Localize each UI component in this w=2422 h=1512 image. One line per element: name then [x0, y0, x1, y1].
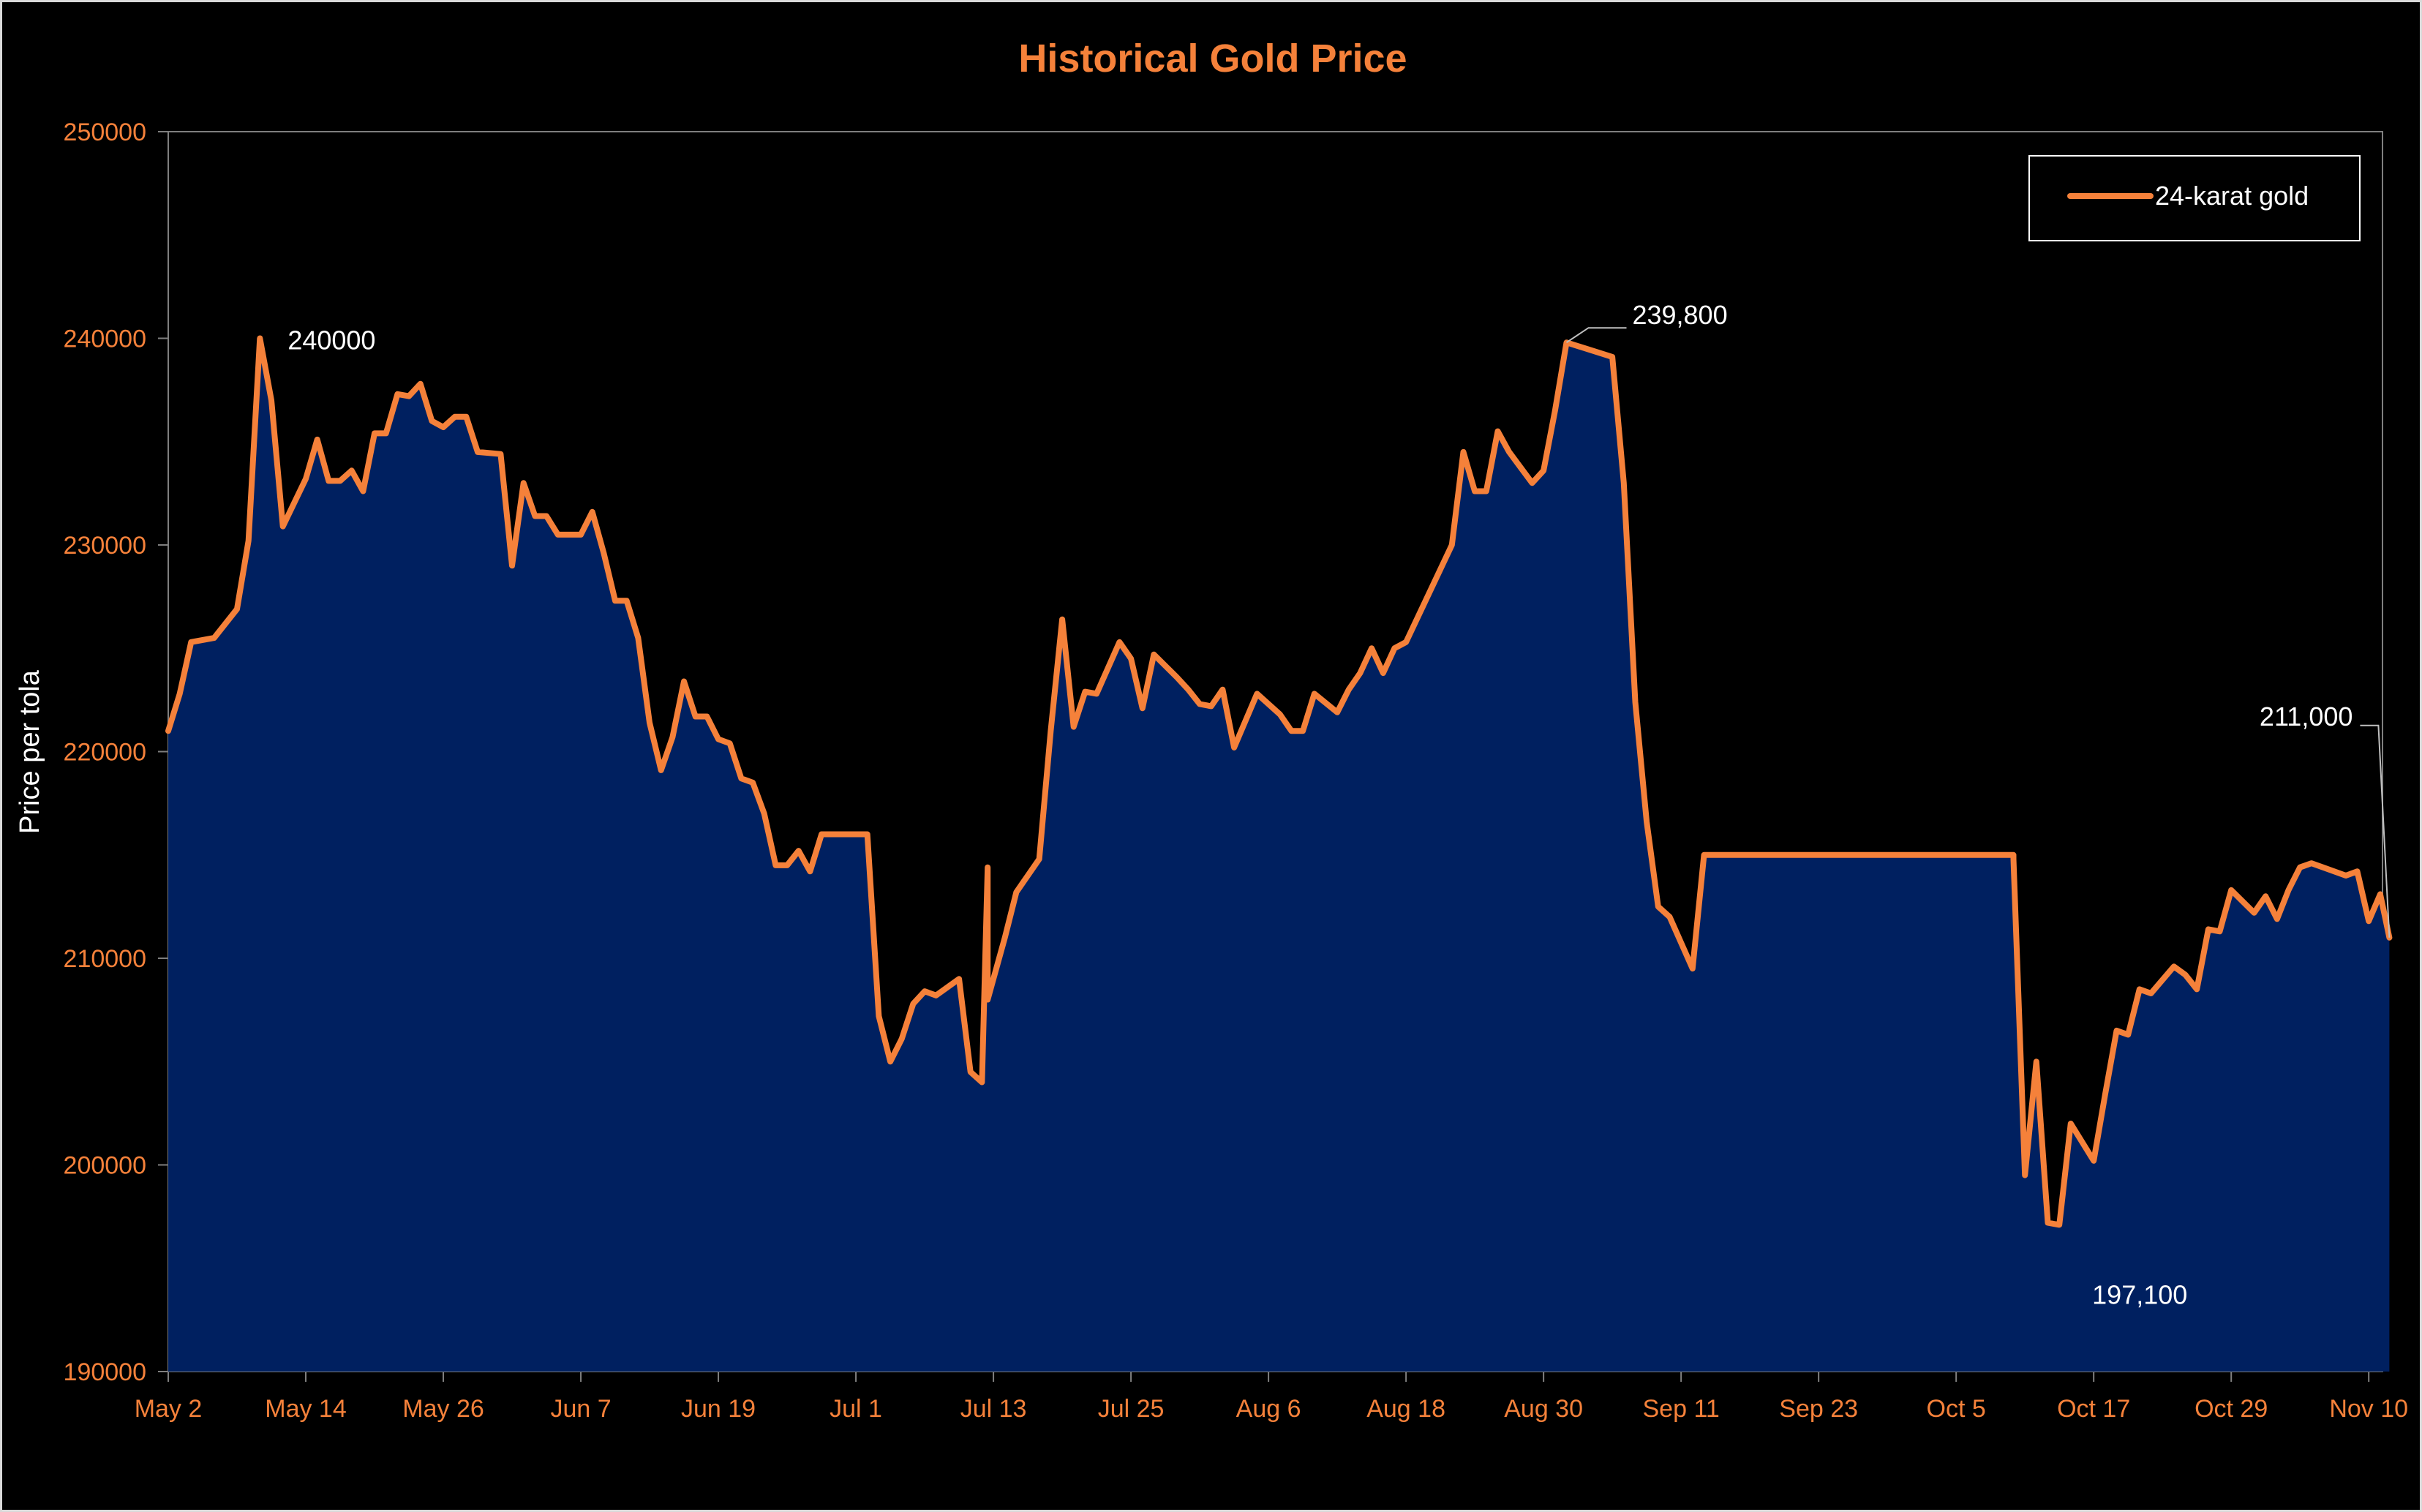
x-tick-label: May 14	[265, 1395, 347, 1423]
x-tick-label: May 2	[135, 1395, 203, 1423]
x-tick-label: Oct 5	[1927, 1395, 1986, 1423]
x-tick-label: Oct 29	[2195, 1395, 2268, 1423]
legend: 24-karat gold	[2028, 155, 2361, 241]
y-tick-label: 190000	[64, 1358, 146, 1386]
x-tick-label: Jun 7	[550, 1395, 611, 1423]
x-tick-label: May 26	[402, 1395, 484, 1423]
x-tick-label: Jun 19	[681, 1395, 756, 1423]
x-tick-label: Aug 6	[1236, 1395, 1301, 1423]
y-axis-label: Price per tola	[15, 669, 45, 834]
x-tick-label: Aug 18	[1366, 1395, 1445, 1423]
data-annotations: 240000 239,800 197,100 211,000	[287, 300, 2391, 1309]
legend-entry-24-karat-gold: 24-karat gold	[2155, 181, 2309, 211]
chart-title: Historical Gold Price	[1018, 37, 1407, 80]
y-tick-label: 200000	[64, 1152, 146, 1180]
x-tick-label: Nov 10	[2329, 1395, 2408, 1423]
y-tick-label: 240000	[64, 326, 146, 353]
x-tick-label: Jul 13	[960, 1395, 1027, 1423]
annotation-leader-line	[1565, 327, 1627, 344]
data-label: 240000	[287, 326, 375, 356]
x-tick-label: Jul 1	[830, 1395, 882, 1423]
series-line-24-karat-gold	[165, 335, 2393, 1228]
data-label: 211,000	[2260, 702, 2353, 731]
y-tick-label: 250000	[64, 119, 146, 146]
y-tick-label: 230000	[64, 532, 146, 560]
y-tick-label: 220000	[64, 739, 146, 767]
y-axis: 190000 200000 210000 220000 230000 240000 2500…	[64, 119, 168, 1386]
data-label: 197,100	[2092, 1279, 2187, 1309]
series-area-fill	[168, 338, 2390, 1372]
annotation-leader-line	[2360, 724, 2391, 938]
x-tick-label: Jul 25	[1098, 1395, 1165, 1423]
x-tick-label: Sep 11	[1643, 1395, 1720, 1423]
x-tick-label: Oct 17	[2057, 1395, 2130, 1423]
x-axis: May 2 May 14 May 26 Jun 7 Jun 19 Jul 1 Jul 13 J…	[135, 1372, 2408, 1423]
y-tick-label: 210000	[64, 945, 146, 973]
data-label: 239,800	[1632, 300, 1727, 330]
x-tick-label: Sep 23	[1779, 1395, 1858, 1423]
x-tick-label: Aug 30	[1504, 1395, 1583, 1423]
